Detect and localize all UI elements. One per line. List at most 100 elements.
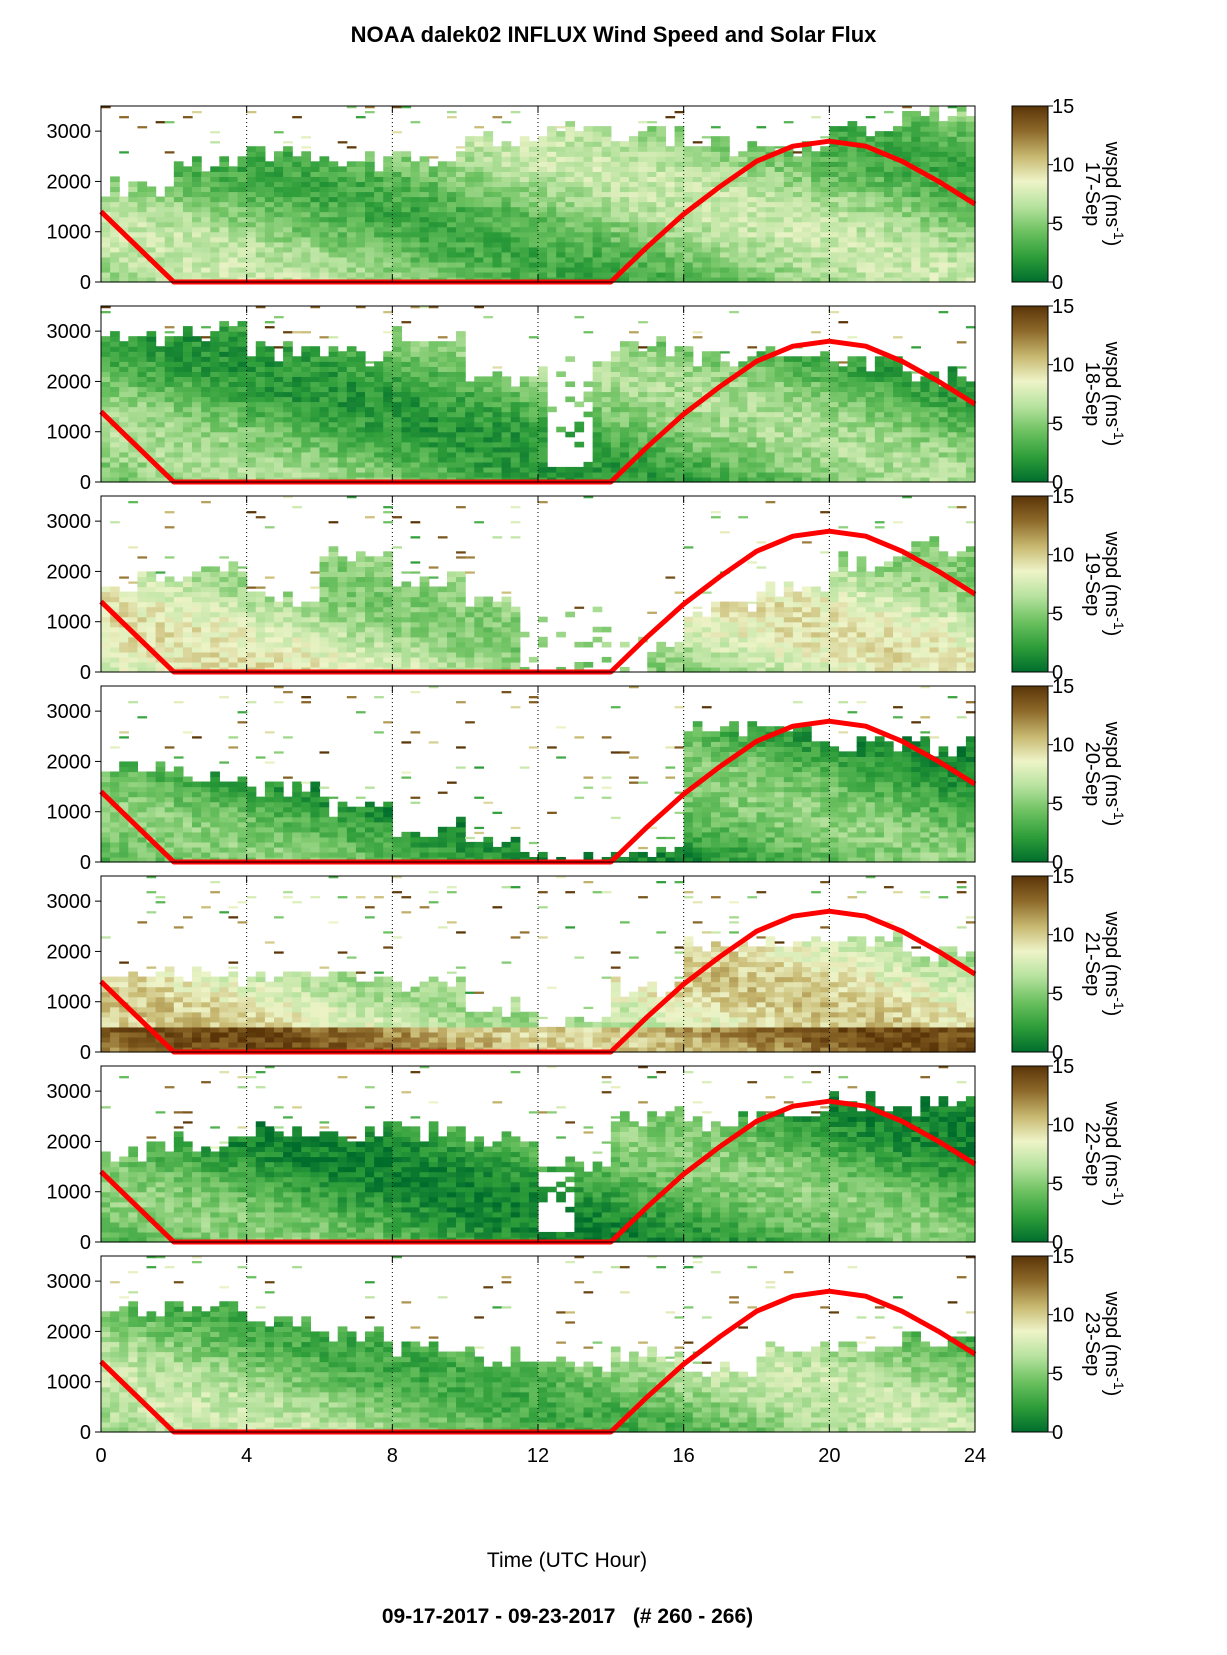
heatmap-cell: [528, 376, 539, 383]
heatmap-cell: [619, 406, 630, 413]
heatmap-cell: [610, 266, 621, 273]
heatmap-cell: [328, 426, 339, 433]
heatmap-cell: [783, 181, 794, 188]
heatmap-cell: [328, 436, 339, 443]
heatmap-cell: [319, 431, 330, 438]
heatmap-cell: [346, 166, 357, 172]
heatmap-cell: [355, 306, 366, 309]
heatmap-cell: [110, 461, 120, 468]
heatmap-cell: [638, 386, 648, 393]
heatmap-cell: [365, 151, 375, 157]
heatmap-cell: [610, 441, 621, 448]
heatmap-cell: [492, 271, 503, 278]
heatmap-cell: [656, 461, 667, 468]
heatmap-cell: [264, 381, 275, 388]
heatmap-cell: [365, 186, 375, 193]
heatmap-cell: [729, 246, 739, 253]
heatmap-cell: [310, 426, 321, 433]
heatmap-cell: [756, 441, 767, 448]
heatmap-cell: [219, 156, 230, 162]
heatmap-cell: [155, 241, 166, 248]
heatmap-cell: [428, 256, 439, 263]
heatmap-cell: [929, 166, 940, 172]
heatmap-cell: [192, 216, 202, 223]
heatmap-cell: [601, 376, 612, 383]
heatmap-cell: [119, 271, 129, 278]
heatmap-cell: [410, 346, 421, 352]
heatmap-cell: [838, 456, 849, 463]
heatmap-cell: [965, 146, 976, 152]
heatmap-cell: [756, 126, 767, 129]
heatmap-cell: [956, 181, 967, 188]
heatmap-cell: [219, 251, 230, 258]
heatmap-cell: [629, 171, 639, 177]
heatmap-cell: [902, 386, 912, 393]
heatmap-cell: [874, 411, 885, 418]
heatmap-cell: [101, 246, 111, 253]
heatmap-cell: [583, 411, 594, 418]
heatmap-cell: [674, 166, 685, 172]
heatmap-cell: [847, 361, 858, 367]
heatmap-cell: [164, 256, 175, 263]
heatmap-cell: [874, 476, 885, 483]
heatmap-cell: [556, 181, 566, 188]
heatmap-cell: [419, 466, 430, 473]
heatmap-cell: [474, 306, 484, 309]
heatmap-cell: [847, 216, 858, 223]
heatmap-cell: [674, 176, 685, 183]
heatmap-cell: [155, 411, 166, 418]
heatmap-cell: [729, 446, 739, 453]
heatmap-cell: [201, 401, 211, 408]
heatmap-cell: [893, 256, 903, 263]
heatmap-cell: [419, 226, 430, 233]
heatmap-cell: [710, 126, 721, 129]
heatmap-cell: [883, 411, 894, 418]
heatmap-cell: [811, 206, 821, 213]
heatmap-cell: [747, 151, 758, 157]
heatmap-cell: [237, 456, 248, 463]
heatmap-cell: [729, 256, 739, 263]
heatmap-cell: [146, 451, 157, 458]
heatmap-cell: [647, 466, 657, 473]
heatmap-cell: [674, 261, 685, 268]
heatmap-cell: [428, 426, 439, 433]
heatmap-cell: [319, 336, 330, 339]
heatmap-cell: [328, 421, 339, 428]
heatmap-cell: [128, 251, 139, 258]
heatmap-cell: [647, 426, 657, 433]
heatmap-cell: [883, 466, 894, 473]
heatmap-cell: [865, 261, 876, 268]
heatmap-cell: [893, 276, 903, 283]
heatmap-cell: [237, 241, 248, 248]
heatmap-cell: [829, 181, 840, 188]
heatmap-cell: [902, 206, 912, 213]
heatmap-cell: [710, 471, 721, 478]
heatmap-cell: [264, 201, 275, 208]
heatmap-cell: [273, 316, 284, 319]
heatmap-cell: [346, 376, 357, 383]
heatmap-cell: [629, 261, 639, 268]
heatmap-cell: [938, 126, 949, 132]
heatmap-cell: [847, 406, 858, 413]
heatmap-cell: [902, 431, 912, 438]
heatmap-cell: [365, 396, 375, 403]
heatmap-cell: [820, 386, 830, 393]
heatmap-cell: [729, 421, 739, 428]
heatmap-cell: [301, 471, 311, 478]
heatmap-cell: [283, 366, 293, 372]
heatmap-cell: [201, 351, 211, 357]
heatmap-cell: [182, 166, 193, 172]
heatmap-cell: [319, 451, 330, 458]
heatmap-cell: [392, 256, 403, 263]
heatmap-cell: [355, 161, 366, 167]
heatmap-cell: [592, 366, 603, 372]
heatmap-cell: [483, 206, 494, 213]
heatmap-cell: [556, 266, 566, 273]
heatmap-cell: [292, 161, 302, 167]
heatmap-cell: [629, 346, 639, 352]
heatmap-cell: [865, 236, 876, 243]
heatmap-cell: [419, 271, 430, 278]
heatmap-cell: [337, 246, 348, 253]
heatmap-cell: [119, 446, 129, 453]
heatmap-cell: [192, 471, 202, 478]
